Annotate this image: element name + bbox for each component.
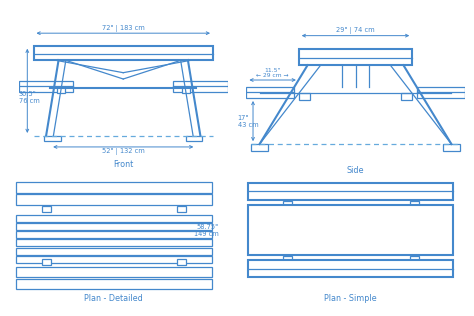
Bar	[34, 46, 213, 60]
Bar	[246, 87, 294, 98]
Bar	[16, 279, 212, 289]
Bar	[443, 144, 460, 151]
Text: 52" | 132 cm: 52" | 132 cm	[102, 148, 145, 155]
Bar	[401, 93, 412, 100]
Bar	[182, 87, 190, 93]
Bar	[410, 201, 419, 205]
Bar	[186, 136, 202, 141]
Text: 11.5"
← 29 cm →: 11.5" ← 29 cm →	[256, 68, 289, 78]
Bar	[19, 81, 73, 92]
Bar	[173, 81, 228, 92]
Bar	[42, 259, 51, 265]
Bar	[251, 144, 268, 151]
Bar	[16, 182, 212, 193]
Text: Plan - Simple: Plan - Simple	[324, 294, 377, 303]
Text: Plan - Detailed: Plan - Detailed	[84, 294, 143, 303]
Bar	[248, 260, 453, 277]
Bar	[283, 256, 292, 260]
Text: 17"
43 cm: 17" 43 cm	[238, 115, 258, 128]
Bar	[16, 231, 212, 238]
Bar	[44, 136, 61, 141]
Bar	[16, 247, 212, 255]
Bar	[283, 201, 292, 205]
Bar	[299, 49, 412, 65]
Bar	[16, 215, 212, 222]
Bar	[410, 256, 419, 260]
Bar	[16, 194, 212, 205]
Bar	[177, 206, 186, 212]
Text: 29" | 74 cm: 29" | 74 cm	[336, 27, 375, 34]
Bar	[16, 267, 212, 277]
Bar	[16, 256, 212, 263]
Bar	[42, 206, 51, 212]
Bar	[56, 87, 65, 93]
Bar	[299, 93, 310, 100]
Bar	[248, 205, 453, 255]
Text: 30.5"
76 cm: 30.5" 76 cm	[19, 91, 40, 105]
Bar	[16, 223, 212, 230]
Bar	[248, 183, 453, 200]
Bar	[177, 259, 186, 265]
Text: Side: Side	[347, 166, 364, 175]
Bar	[16, 239, 212, 246]
Text: 72" | 183 cm: 72" | 183 cm	[102, 25, 145, 32]
Text: Front: Front	[113, 160, 133, 169]
Text: 58.75"
149 cm: 58.75" 149 cm	[194, 223, 219, 237]
Bar	[417, 87, 465, 98]
